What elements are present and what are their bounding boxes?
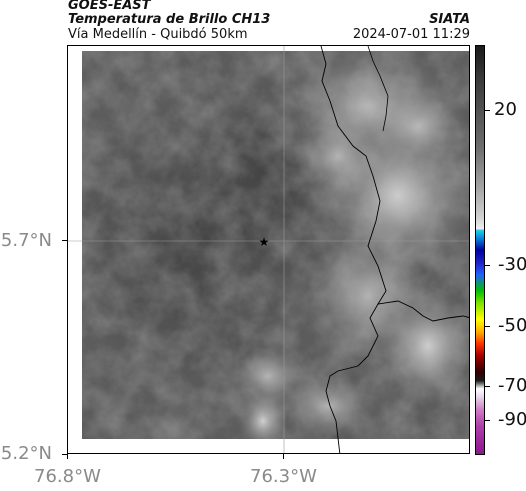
y-tick-label: 5.2°N <box>0 443 52 464</box>
y-tick-mark-5.7 <box>62 240 67 241</box>
y-tick-label: 5.7°N <box>0 230 52 251</box>
x-tick-label: 76.3°W <box>250 466 317 487</box>
x-tick-mark-76.8 <box>67 454 68 459</box>
cbar-tick <box>485 265 490 266</box>
cbar-label: -70 <box>498 375 526 396</box>
boundary-north <box>367 46 389 132</box>
department-boundary <box>320 46 387 453</box>
agency-label: SIATA <box>429 12 470 27</box>
cbar-label: 20 <box>494 99 517 120</box>
satellite-map[interactable]: ★ <box>67 45 470 454</box>
cbar-tick <box>485 110 490 111</box>
center-star-icon: ★ <box>259 235 270 249</box>
cbar-tick <box>485 420 490 421</box>
cbar-label: -90 <box>498 409 526 430</box>
source-label: GOES-EAST <box>68 0 151 13</box>
cbar-tick <box>485 326 490 327</box>
cbar-label: -50 <box>498 315 526 336</box>
datetime-label: 2024-07-01 11:29 <box>352 27 470 42</box>
x-tick-label: 76.8°W <box>34 466 101 487</box>
x-tick-mark-76.3 <box>283 454 284 459</box>
product-title: Temperatura de Brillo CH13 <box>68 12 271 27</box>
cbar-label: -30 <box>498 254 526 275</box>
y-tick-mark-5.2 <box>62 454 67 455</box>
brightness-temperature-image: ★ <box>68 46 469 453</box>
region-subtitle: Vía Medellín - Quibdó 50km <box>68 27 248 42</box>
department-boundary-east <box>377 300 469 322</box>
cbar-tick <box>485 386 490 387</box>
temperature-colorbar <box>475 45 485 455</box>
